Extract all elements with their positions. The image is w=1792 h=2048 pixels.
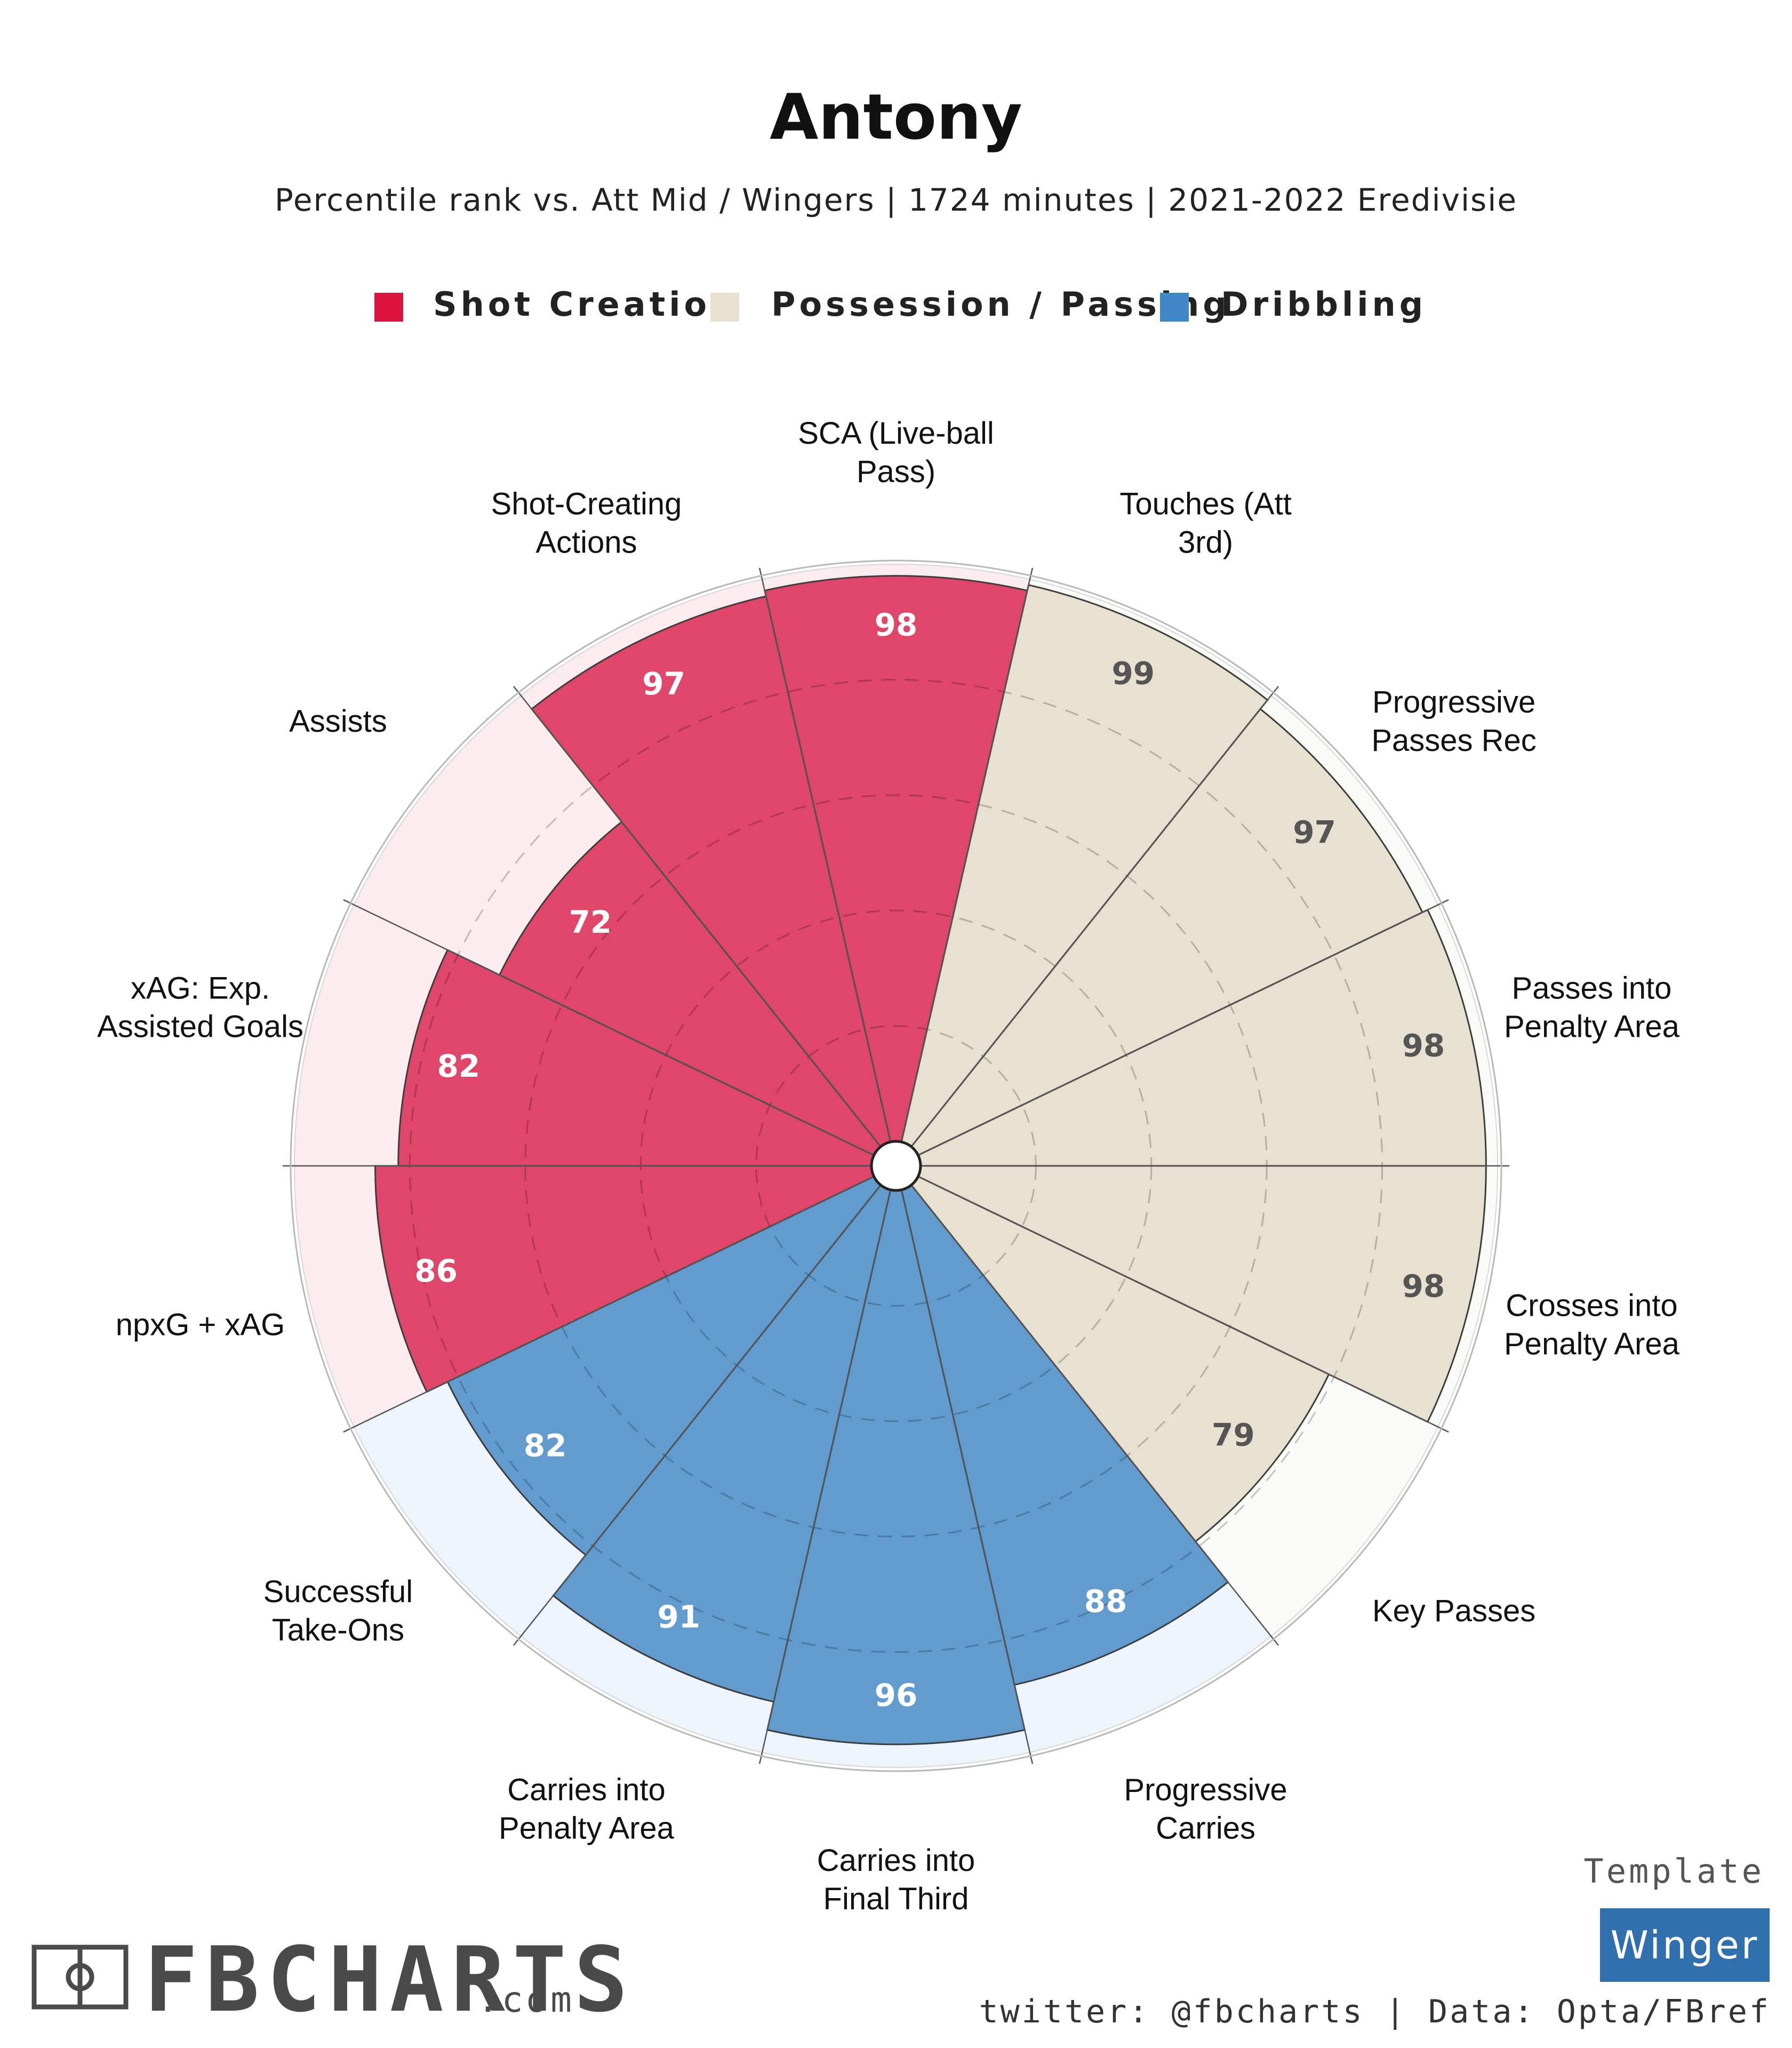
value-label-npxg-xag: 86: [414, 1253, 458, 1289]
brand-name: FBCHARTS: [144, 1927, 635, 2032]
slice-divider: [513, 1185, 882, 1646]
legend: Shot Creation Possession / Passing Dribb…: [374, 285, 1427, 324]
slice-divider: [917, 1175, 1449, 1433]
value-label-touches-att-3rd: 99: [1111, 655, 1155, 691]
slice-divider: [917, 899, 1449, 1156]
chart-title: Antony: [770, 80, 1022, 154]
axis-label-touches-att-3rd: Touches (Att 3rd): [1119, 487, 1291, 560]
slice-divider: [910, 1185, 1279, 1646]
template-badge: [1600, 1908, 1770, 1982]
value-labels: 98 99 97 98 98 79 88 96 91 82 86 82 72 97: [414, 607, 1445, 1714]
value-label-passes-into-penalty-area: 98: [1402, 1027, 1445, 1063]
template-name: Winger: [1611, 1923, 1759, 1967]
slice-divider: [758, 567, 891, 1142]
chart-subtitle: Percentile rank vs. Att Mid / Wingers | …: [275, 182, 1517, 218]
axis-label-carries-into-final-third: Carries into Final Third: [817, 1843, 975, 1916]
axis-label-assists: Assists: [289, 704, 387, 739]
axis-label-successful-take-ons: Successful Take-Ons: [263, 1574, 413, 1647]
data-credit: twitter: @fbcharts | Data: Opta/FBref: [979, 1993, 1771, 2030]
value-label-xag-exp-assisted-goals: 82: [437, 1048, 480, 1084]
value-label-carries-into-penalty-area: 91: [657, 1599, 700, 1635]
pitch-icon: [31, 1945, 129, 2010]
slice-divider: [343, 1175, 875, 1433]
legend-swatch-shot-creation: [374, 293, 403, 322]
axis-label-shot-creating-actions: Shot-Creating Actions: [491, 487, 682, 560]
slice-divider: [901, 1189, 1034, 1764]
value-label-successful-take-ons: 82: [524, 1428, 567, 1464]
value-label-progressive-passes-rec: 97: [1293, 814, 1336, 850]
value-label-progressive-carries: 88: [1084, 1583, 1127, 1619]
value-label-assists: 72: [569, 904, 612, 940]
chart-outer-ring: [290, 559, 1502, 1772]
value-label-crosses-into-penalty-area: 98: [1402, 1268, 1445, 1305]
legend-swatch-dribbling: [1160, 293, 1189, 322]
axis-label-npxg-xag: npxG + xAG: [116, 1308, 285, 1342]
axis-label-progressive-carries: Progressive Carries: [1124, 1772, 1287, 1845]
chart-center-hole: [870, 1140, 922, 1192]
slice-bars: [374, 575, 1487, 1746]
legend-label-possession-passing: Possession / Passing: [771, 285, 1230, 324]
value-label-sca-live-ball-pass: 98: [875, 607, 918, 643]
legend-swatch-possession-passing: [710, 293, 739, 322]
value-label-key-passes: 79: [1212, 1417, 1255, 1453]
axis-label-carries-into-penalty-area: Carries into Penalty Area: [499, 1772, 675, 1845]
axis-label-key-passes: Key Passes: [1372, 1594, 1535, 1628]
axis-labels: SCA (Live-ball Pass) Touches (Att 3rd) Progr…: [97, 416, 1680, 1916]
axis-label-crosses-into-penalty-area: Crosses into Penalty Area: [1504, 1289, 1680, 1362]
slice-divider: [343, 899, 875, 1156]
template-label: Template: [1583, 1852, 1764, 1891]
axis-label-xag-exp-assisted-goals: xAG: Exp. Assisted Goals: [97, 971, 303, 1044]
axis-label-passes-into-penalty-area: Passes into Penalty Area: [1504, 971, 1680, 1044]
slice-divider: [901, 567, 1034, 1142]
legend-label-dribbling: Dribbling: [1221, 285, 1427, 324]
value-label-carries-into-final-third: 96: [875, 1677, 918, 1714]
brand-domain: .com: [477, 1979, 575, 2020]
axis-label-sca-live-ball-pass: SCA (Live-ball Pass): [798, 416, 994, 489]
legend-label-shot-creation: Shot Creation: [433, 285, 738, 324]
slice-dividers: [283, 567, 1509, 1764]
value-label-shot-creating-actions: 97: [642, 666, 685, 702]
fbcharts-logo: FBCHARTS .com: [31, 1927, 635, 2032]
axis-label-progressive-passes-rec: Progressive Passes Rec: [1371, 685, 1536, 758]
slice-divider: [758, 1189, 891, 1764]
slice-divider: [513, 686, 882, 1147]
slice-divider: [910, 686, 1279, 1147]
